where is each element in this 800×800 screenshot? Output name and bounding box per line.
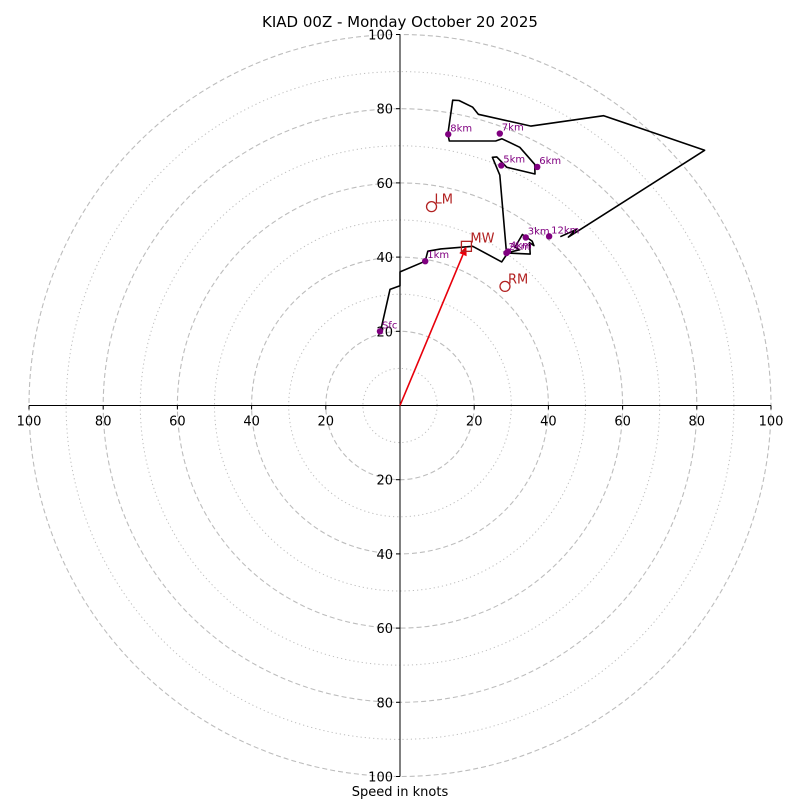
x-tick-label: 60 [614,415,631,430]
height-label-3km: 3km [528,226,550,237]
height-marker-5km [498,162,505,169]
height-markers: Sfc 1km 2km 3km 4km 5km 6km 7km 8km 12km [376,123,579,335]
y-tick-label: 80 [376,103,393,118]
mean-wind-marker [460,240,473,252]
y-tick-label: 100 [368,771,393,786]
y-tick-label: 80 [376,696,393,711]
height-marker-7km [496,130,503,137]
x-tick-label: 80 [95,415,112,430]
y-tick-label: 20 [376,474,393,489]
chart-title: KIAD 00Z - Monday October 20 2025 [262,13,538,31]
wind-trace-layer [379,99,706,332]
height-marker-1km [422,257,429,265]
height-label-6km: 6km [539,156,561,167]
y-tick-label: 60 [376,622,393,637]
right-mover-marker [499,280,511,293]
y-tick-label: 60 [376,177,393,192]
y-tick-label: 100 [368,29,393,44]
height-label-4km: 4km [510,241,532,252]
mean-wind-vector [399,254,464,406]
wind-trace-line [379,99,706,332]
x-tick-label: 60 [169,415,186,430]
tick-labels: 100 80 60 40 20 20 40 60 80 100100806040202040608… [17,29,784,786]
height-marker-8km [445,131,452,138]
y-tick-label: 40 [376,251,393,266]
y-tick-label: 40 [376,548,393,563]
height-label-8km: 8km [450,123,472,134]
height-marker-12km [545,233,553,240]
height-label-1km: 1km [427,250,449,261]
height-label-Sfc: Sfc [382,320,397,331]
x-tick-label: 20 [318,415,335,430]
height-label-12km: 12km [551,225,579,236]
x-tick-label: 40 [540,415,557,430]
height-label-5km: 5km [503,154,525,165]
right-mover-label: RM [508,272,528,287]
x-axis-label: Speed in knots [352,785,449,800]
height-marker-4km [504,248,512,255]
height-label-7km: 7km [502,123,524,134]
storm-motion-layer: MW LM RM [399,193,528,406]
mean-wind-label: MW [470,231,494,246]
x-tick-label: 80 [689,415,706,430]
height-marker-Sfc [376,328,384,335]
x-tick-label: 100 [759,415,784,430]
x-tick-label: 40 [243,415,260,430]
height-marker-6km [534,163,541,171]
height-marker-3km [522,234,529,241]
x-tick-label: 20 [466,415,483,430]
left-mover-label: LM [435,193,453,208]
height-label-2km: 2km [508,242,530,253]
x-tick-label: 100 [17,415,42,430]
left-mover-marker [425,200,438,213]
